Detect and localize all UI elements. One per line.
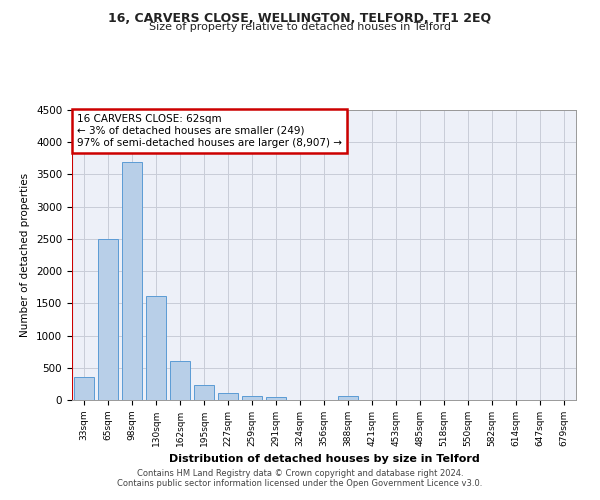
Bar: [170, 362, 190, 400]
Y-axis label: Number of detached properties: Number of detached properties: [20, 173, 31, 337]
Text: Contains public sector information licensed under the Open Government Licence v3: Contains public sector information licen…: [118, 478, 482, 488]
Bar: [74, 377, 94, 400]
Bar: [194, 385, 214, 400]
Text: 16 CARVERS CLOSE: 62sqm
← 3% of detached houses are smaller (249)
97% of semi-de: 16 CARVERS CLOSE: 62sqm ← 3% of detached…: [77, 114, 342, 148]
Bar: [98, 239, 118, 400]
Bar: [266, 398, 286, 400]
Bar: [122, 162, 142, 400]
Text: Size of property relative to detached houses in Telford: Size of property relative to detached ho…: [149, 22, 451, 32]
X-axis label: Distribution of detached houses by size in Telford: Distribution of detached houses by size …: [169, 454, 479, 464]
Text: Contains HM Land Registry data © Crown copyright and database right 2024.: Contains HM Land Registry data © Crown c…: [137, 468, 463, 477]
Bar: [242, 396, 262, 400]
Bar: [218, 393, 238, 400]
Bar: [338, 396, 358, 400]
Text: 16, CARVERS CLOSE, WELLINGTON, TELFORD, TF1 2EQ: 16, CARVERS CLOSE, WELLINGTON, TELFORD, …: [109, 12, 491, 26]
Bar: [146, 296, 166, 400]
